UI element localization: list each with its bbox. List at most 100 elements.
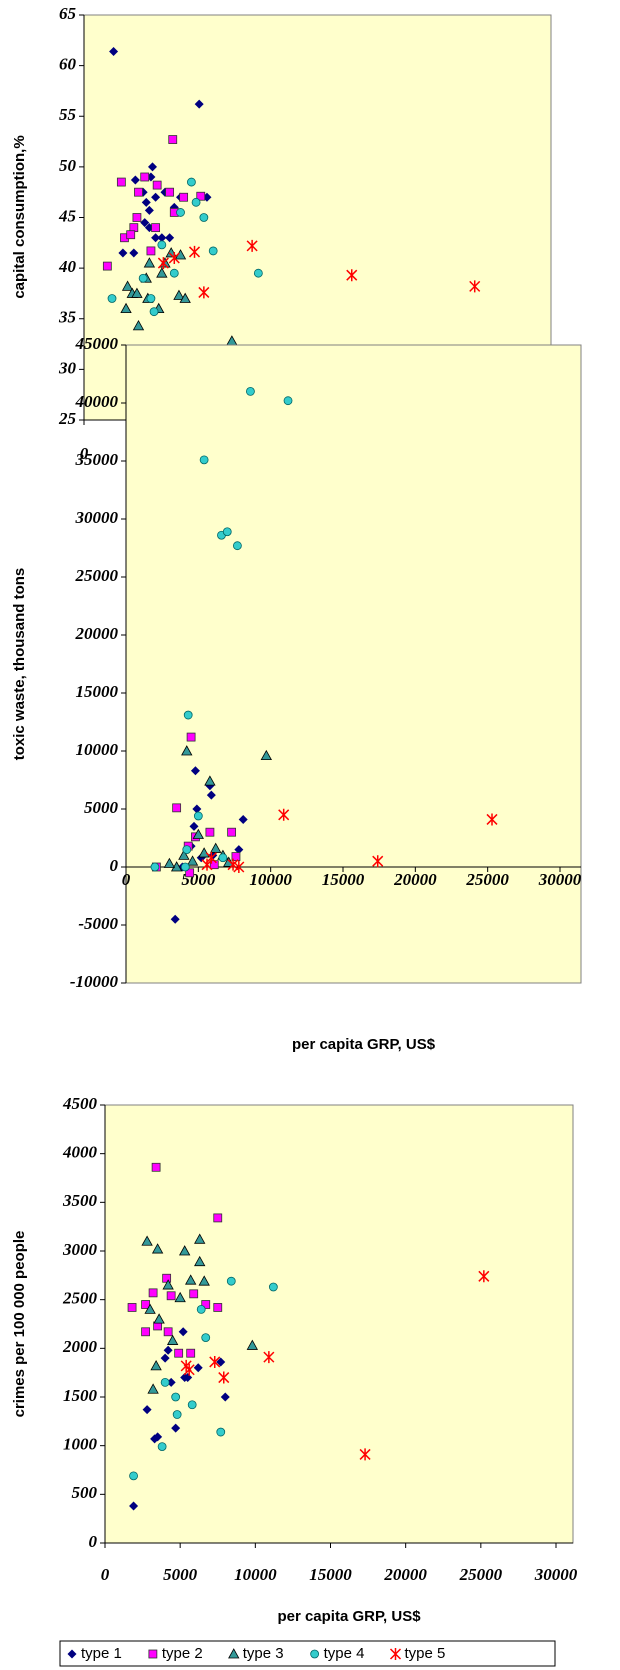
point: [157, 1442, 167, 1452]
point: [478, 1270, 490, 1283]
y-tick-label: 15000: [76, 682, 119, 701]
point: [194, 99, 204, 109]
series: [201, 808, 498, 873]
x-tick-label: 20000: [383, 1565, 427, 1584]
point: [192, 828, 205, 839]
point: [263, 1351, 275, 1364]
point: [162, 1279, 174, 1290]
y-tick-label: 30000: [75, 508, 119, 527]
point: [163, 857, 176, 868]
point: [146, 246, 156, 256]
point: [372, 855, 384, 868]
point: [346, 269, 358, 282]
y-tick-label: 1500: [63, 1386, 98, 1405]
point: [198, 286, 210, 299]
point: [129, 1471, 138, 1481]
y-tick-label: 5000: [84, 798, 119, 817]
point: [182, 845, 192, 854]
point: [201, 1333, 211, 1343]
point: [160, 1378, 170, 1387]
legend-marker: [148, 1649, 158, 1659]
y-tick-label: 25000: [75, 566, 119, 585]
point: [227, 827, 237, 837]
series: [102, 135, 206, 271]
y-tick-label: 500: [72, 1483, 98, 1502]
point: [120, 302, 132, 314]
point: [134, 187, 143, 197]
point: [260, 749, 273, 761]
series: [107, 177, 263, 317]
point: [220, 1392, 230, 1402]
point: [486, 813, 498, 826]
point: [143, 257, 156, 268]
point: [216, 1357, 226, 1367]
point: [218, 853, 228, 863]
point: [191, 197, 201, 207]
point: [187, 177, 196, 187]
point: [132, 320, 145, 331]
point: [218, 1371, 230, 1384]
point: [190, 766, 200, 776]
point: [201, 1300, 211, 1309]
y-tick-label: 65: [59, 4, 77, 23]
point: [147, 1383, 159, 1394]
point: [183, 710, 193, 720]
point: [148, 1288, 158, 1298]
point: [141, 197, 151, 207]
point: [178, 849, 190, 860]
point: [216, 1427, 226, 1437]
y-tick-label: 25: [58, 409, 77, 428]
y-tick-label: 3000: [62, 1240, 98, 1259]
series: [109, 46, 212, 258]
point: [132, 213, 142, 222]
point: [209, 1355, 221, 1368]
point: [178, 1327, 188, 1337]
y-tick-label: 45000: [75, 334, 119, 353]
x-tick-label: 30000: [534, 1565, 578, 1584]
point: [201, 858, 213, 871]
point: [165, 233, 175, 243]
point: [168, 252, 180, 264]
point: [153, 1313, 165, 1324]
point: [186, 855, 199, 866]
legend: type 1 type 2 type 3 type 4 type 5: [59, 1640, 556, 1667]
point: [180, 862, 190, 872]
point: [162, 1273, 172, 1283]
point: [196, 1305, 206, 1314]
x-tick-label: 0: [101, 1565, 110, 1584]
point: [233, 861, 245, 873]
point: [178, 1245, 191, 1256]
point: [168, 135, 178, 144]
point: [157, 257, 169, 270]
point: [138, 273, 148, 283]
y-tick-label: 55: [59, 105, 77, 124]
point: [142, 1405, 152, 1415]
y-tick-label: 30: [58, 358, 77, 377]
point: [129, 248, 139, 258]
x-tick-label: 20000: [393, 870, 437, 889]
point: [144, 1303, 156, 1314]
point: [146, 294, 156, 303]
y-axis-title: capital consumption,%: [11, 135, 28, 298]
legend-label: type 5: [405, 1645, 446, 1662]
point: [179, 192, 189, 202]
point: [140, 218, 150, 228]
point: [204, 775, 216, 786]
point: [102, 261, 112, 271]
point: [196, 191, 206, 201]
point: [118, 248, 128, 258]
y-tick-label: 2000: [62, 1337, 98, 1356]
point: [278, 808, 290, 821]
point: [198, 1275, 210, 1286]
point: [163, 1327, 173, 1337]
point: [234, 845, 244, 855]
point: [171, 1423, 181, 1433]
point: [160, 1353, 170, 1363]
point: [109, 46, 119, 56]
point: [151, 1243, 164, 1254]
x-tick-label: 5000: [163, 1565, 198, 1584]
point: [188, 245, 201, 258]
series: [180, 1270, 490, 1461]
legend-label: type 2: [162, 1645, 203, 1662]
